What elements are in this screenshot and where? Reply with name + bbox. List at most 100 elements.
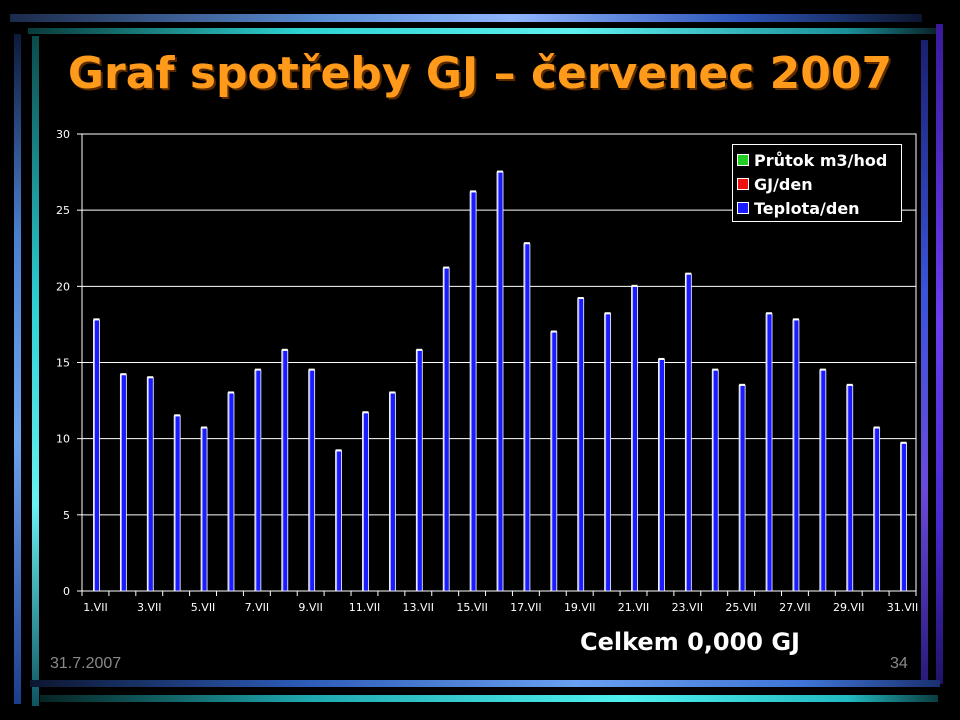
decorative-stripe-left-inner [32,36,39,706]
bar-6.VII [227,391,235,592]
bar-cap [174,414,181,417]
bar-highlight [739,385,741,591]
bar-highlight [335,450,338,591]
bar-highlight [227,392,230,591]
decorative-stripe-bottom-inner [40,695,938,702]
decorative-stripe-right [936,24,943,684]
bar-cap [470,190,477,193]
x-tick-label: 23.VII [672,601,704,614]
bar-highlight [712,370,714,591]
bar-14.VII [442,266,450,592]
legend-swatch-teplota [737,202,749,214]
bar-highlight [497,172,499,592]
legend-item-gj: GJ/den [737,172,897,196]
bar-28.VII [819,368,827,592]
bar-7.VII [254,368,262,592]
decorative-stripe-right-inner [921,40,928,680]
bar-highlight [631,286,634,591]
bar-23.VII [684,272,692,592]
bar-10.VII [335,449,342,592]
page-number: 34 [890,655,908,672]
legend-item-prutok: Průtok m3/hod [737,148,897,172]
bar-highlight [685,274,687,591]
x-tick-label: 19.VII [564,601,596,614]
bar-cap [281,348,288,351]
bar-highlight [93,319,95,591]
x-tick-label: 29.VII [833,601,865,614]
y-tick-label: 15 [56,357,70,370]
bar-cap [766,312,773,315]
bar-cap [362,411,369,414]
bar-cap [658,357,665,360]
bar-highlight [577,298,580,591]
bar-cap [389,391,396,394]
bar-12.VII [388,391,396,592]
bar-8.VII [281,348,289,592]
x-tick-label: 9.VII [298,601,323,614]
bar-highlight [201,428,203,591]
bar-highlight [550,332,553,591]
decorative-stripe-top [10,14,922,22]
bar-cap [497,170,503,173]
bar-21.VII [631,284,638,592]
y-tick-label: 0 [63,585,70,598]
bar-highlight [389,392,391,591]
y-tick-label: 30 [56,128,70,141]
bar-highlight [443,268,445,591]
bar-cap [900,441,907,444]
bar-19.VII [577,297,585,592]
bar-4.VII [173,414,181,592]
bar-cap [227,391,234,394]
bar-9.VII [308,368,316,592]
bar-cap [201,426,208,429]
x-tick-label: 15.VII [456,601,488,614]
bar-1.VII [93,318,100,592]
bar-highlight [174,415,176,591]
bar-highlight [281,350,284,591]
legend-label-teplota: Teplota/den [754,198,860,218]
x-tick-label: 21.VII [618,601,650,614]
bar-cap [254,368,261,371]
bar-24.VII [711,368,719,592]
y-tick-label: 10 [56,433,70,446]
bar-cap [604,312,611,315]
x-tick-label: 11.VII [349,601,381,614]
decorative-stripe-bottom [30,680,940,687]
bar-highlight [308,370,311,591]
bar-cap [147,376,154,379]
x-tick-label: 25.VII [725,601,757,614]
bar-cap [335,449,342,452]
bar-cap [792,318,799,321]
bar-22.VII [658,357,665,592]
decorative-stripe-top-inner [28,28,938,34]
footer-date: 31.7.2007 [50,655,122,672]
bar-cap [873,426,880,429]
bar-20.VII [604,312,612,592]
x-tick-label: 13.VII [403,601,435,614]
bar-11.VII [362,411,369,592]
bar-29.VII [846,383,854,592]
bar-15.VII [469,190,477,592]
decorative-stripe-left [14,34,21,704]
y-tick-label: 20 [56,280,70,293]
bar-highlight [766,313,768,591]
y-tick-label: 5 [63,509,70,522]
bar-highlight [792,319,795,591]
bar-highlight [120,374,122,591]
bar-highlight [254,370,257,591]
bar-cap [685,272,692,275]
x-tick-label: 3.VII [137,601,162,614]
bar-cap [550,330,557,333]
bar-16.VII [496,170,504,592]
chart-bars [93,170,907,592]
bar-cap [819,368,826,371]
bar-26.VII [765,312,773,592]
legend-swatch-prutok [737,154,749,166]
bar-27.VII [792,318,800,592]
x-tick-label: 27.VII [779,601,811,614]
bar-cap [416,348,423,351]
x-tick-label: 1.VII [83,601,108,614]
legend-item-teplota: Teplota/den [737,196,897,220]
bar-31.VII [900,441,907,592]
